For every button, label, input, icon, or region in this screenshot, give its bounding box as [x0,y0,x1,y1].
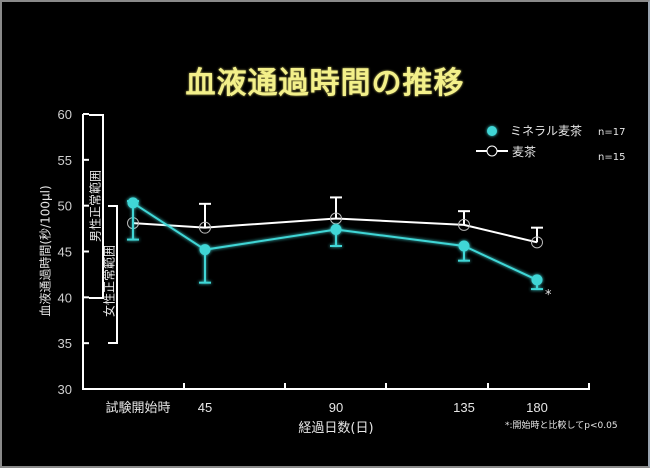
chart-title: 血液通過時間の推移 [185,66,465,101]
legend-item-barley: 麦茶 n=15 [476,144,625,163]
series-mineral-barley-tea [127,197,543,291]
data-point [458,240,470,252]
female-range-label: 女性正常範囲 [102,245,117,317]
x-tick-label: 試験開始時 [105,400,170,415]
legend-n-mineral: n=17 [598,127,625,138]
y-tick-label: 45 [58,245,72,260]
legend-label-mineral: ミネラル麦茶 [510,123,582,138]
filled-circle-marker-icon [487,126,497,136]
series-barley-tea [127,196,543,249]
legend: ミネラル麦茶 n=17 麦茶 n=15 [476,123,625,163]
x-tick-label: 135 [453,400,475,415]
y-tick-label: 55 [58,153,72,168]
y-tick-labels: 30 35 40 45 50 55 60 [58,107,89,397]
data-point [531,274,543,286]
legend-item-mineral: ミネラル麦茶 n=17 [476,123,625,138]
y-tick-label: 40 [58,290,72,305]
data-point [458,218,470,231]
data-point [330,224,342,235]
legend-n-barley: n=15 [598,152,625,163]
female-range-bracket: 女性正常範囲 [102,205,118,344]
y-tick-label: 30 [58,382,72,397]
x-tick-label: 90 [329,400,343,415]
data-point [199,221,211,234]
data-series [127,196,543,291]
y-tick-label: 50 [58,199,72,214]
x-tick-label: 180 [526,400,548,415]
y-axis-label: 血液通過時間(秒/100μl) [38,185,53,316]
y-tick-label: 35 [58,336,72,351]
open-circle-marker-icon [486,145,498,157]
male-range-label: 男性正常範囲 [88,170,103,242]
data-point [127,197,139,209]
significance-asterisk: * [545,288,552,303]
legend-label-barley: 麦茶 [512,144,536,159]
x-axis-label: 経過日数(日) [298,421,373,436]
y-tick-label: 60 [58,107,72,122]
data-point [199,244,211,256]
footnote: *:開始時と比較してp<0.05 [505,419,618,431]
data-point [531,236,543,249]
male-range-bracket: 男性正常範囲 [88,114,104,299]
x-tick-labels: 試験開始時 45 90 135 180 [105,383,590,415]
x-tick-label: 45 [198,400,212,415]
